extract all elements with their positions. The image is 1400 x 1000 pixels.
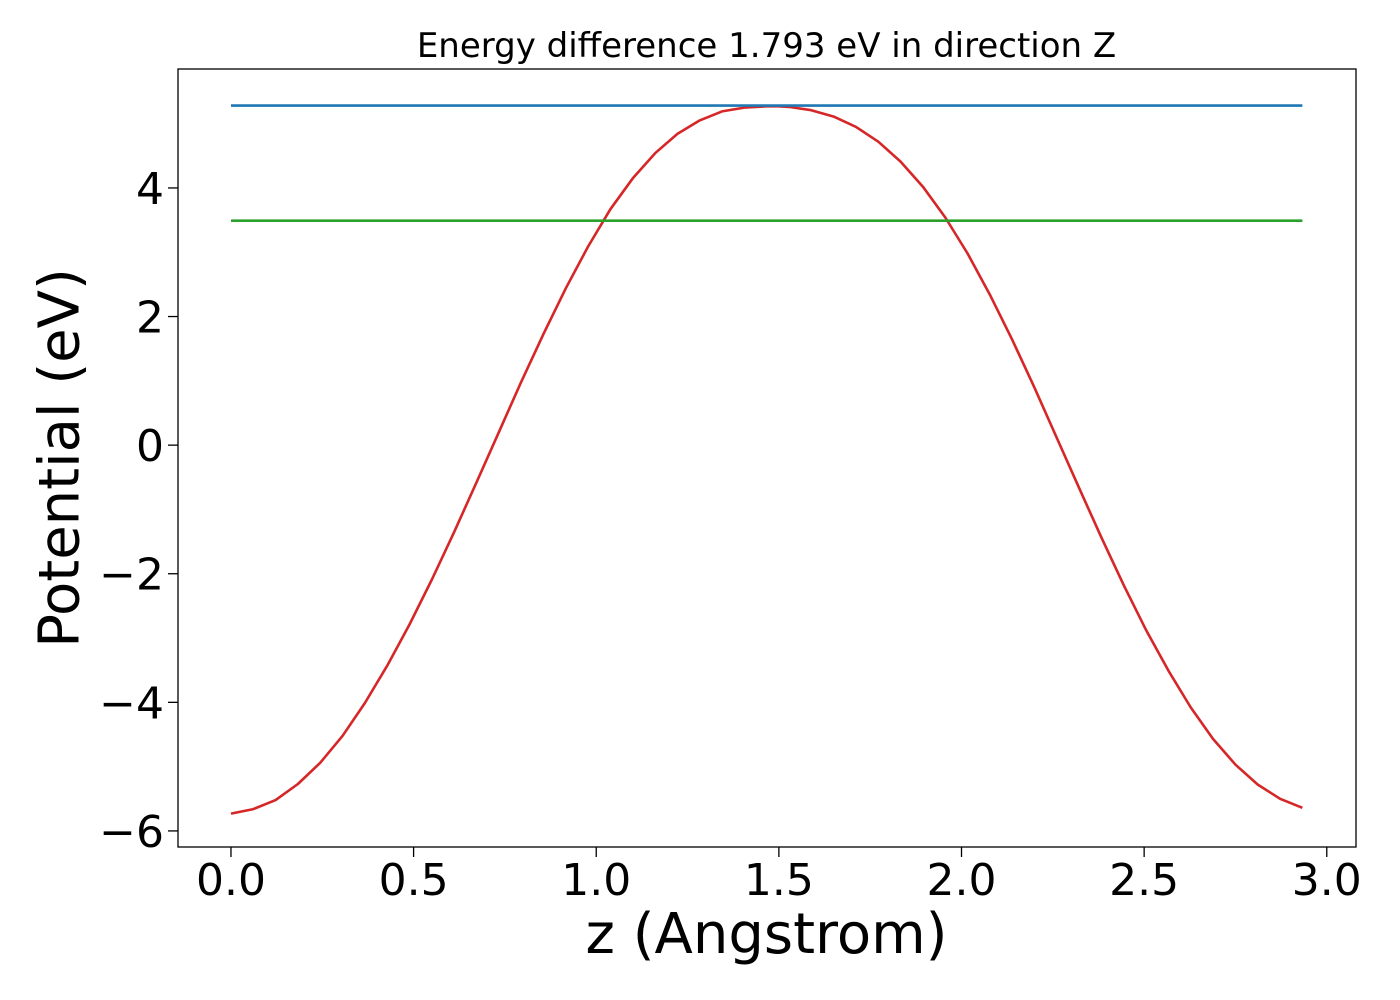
x-tick-label: 1.5 — [744, 855, 814, 906]
x-tick-label: 0.5 — [379, 855, 449, 906]
y-tick-label: 4 — [136, 164, 164, 215]
x-tick-label: 3.0 — [1292, 855, 1362, 906]
y-axis-label: Potential (eV) — [27, 268, 93, 648]
x-tick-label: 0.0 — [196, 855, 266, 906]
axis-ticks: 0.0 0.5 1.0 1.5 2.0 2.5 3.0 −6 −4 −2 0 2 4 — [99, 164, 1362, 906]
axes-frame — [177, 68, 1357, 848]
y-tick-label: −2 — [99, 550, 164, 601]
y-tick-label: 2 — [136, 293, 164, 344]
y-tick-label: 0 — [136, 421, 164, 472]
x-tick-label: 1.0 — [561, 855, 631, 906]
y-tick-label: −6 — [99, 807, 164, 858]
chart-title: Energy difference 1.793 eV in direction … — [416, 26, 1117, 66]
y-tick-label: −4 — [99, 678, 164, 729]
x-axis-label: z (Angstrom) — [585, 902, 948, 967]
plot-area — [230, 104, 1303, 815]
x-tick-label: 2.5 — [1109, 855, 1179, 906]
x-tick-label: 2.0 — [927, 855, 997, 906]
